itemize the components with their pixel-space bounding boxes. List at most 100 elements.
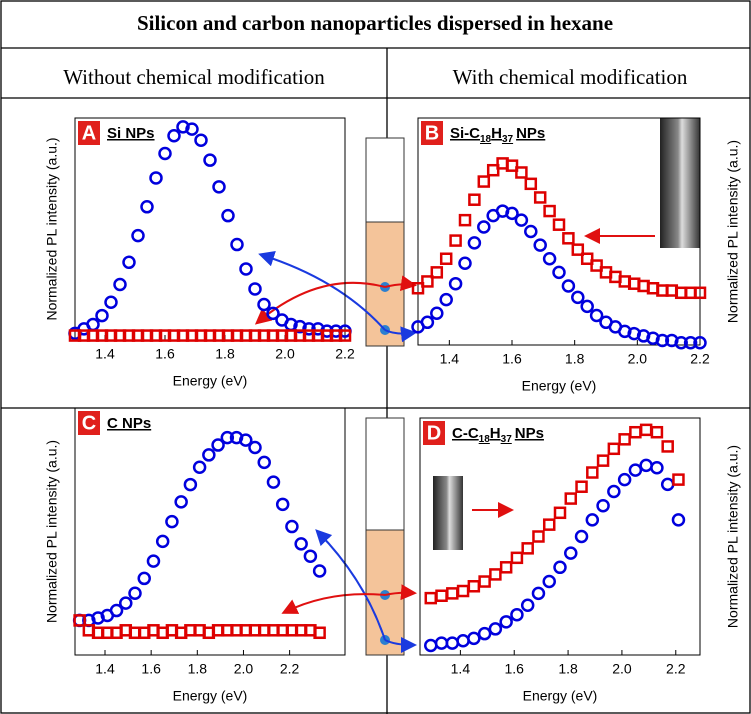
- circle-point: [212, 180, 226, 194]
- square-point: [650, 425, 664, 439]
- circle-point: [194, 133, 208, 147]
- panel-badge: [78, 121, 100, 145]
- square-point: [533, 191, 547, 204]
- circle-point: [104, 295, 118, 310]
- circle-point: [683, 335, 698, 350]
- circle-point: [542, 574, 556, 589]
- circle-point: [239, 262, 253, 276]
- circle-point: [211, 438, 225, 452]
- panel-letter: B: [425, 122, 439, 144]
- panel-letter: A: [82, 122, 96, 144]
- circle-point: [488, 622, 503, 636]
- y-axis-label: Normalized PL intensity (a.u.): [44, 137, 60, 320]
- circle-point: [140, 200, 154, 214]
- x-tick-label: 1.8: [565, 351, 585, 367]
- square-point: [489, 568, 502, 581]
- circle-point: [128, 586, 142, 600]
- circle-point: [176, 120, 190, 134]
- circle-point: [202, 448, 216, 462]
- circle-point: [155, 534, 170, 549]
- circle-point: [165, 514, 179, 529]
- square-point: [449, 234, 462, 247]
- x-tick-label: 2.2: [280, 661, 300, 677]
- circle-point: [221, 208, 235, 223]
- x-tick-label: 1.6: [504, 661, 524, 677]
- y-axis-label: Normalized PL intensity (a.u.): [44, 440, 60, 623]
- circle-point: [553, 560, 567, 575]
- x-tick-label: 1.6: [155, 346, 175, 362]
- circle-point: [185, 122, 199, 136]
- circle-point: [113, 277, 127, 292]
- circle-point: [505, 206, 519, 221]
- circle-point: [617, 472, 632, 487]
- panel-label-part: NPs: [516, 125, 545, 142]
- circle-point: [448, 276, 463, 291]
- panel-label-part: 18: [480, 134, 492, 145]
- circle-point: [585, 513, 600, 527]
- circle-point: [312, 564, 327, 578]
- circle-point: [174, 495, 188, 509]
- circle-point: [477, 626, 492, 641]
- circle-point: [122, 255, 136, 270]
- panel-label-part: C-C: [452, 425, 479, 442]
- circle-point: [131, 228, 145, 243]
- circle-point: [220, 430, 235, 445]
- figure-title: Silicon and carbon nanoparticles dispers…: [137, 11, 613, 35]
- square-point: [521, 542, 534, 555]
- x-axis-label: Energy (eV): [173, 688, 248, 704]
- circle-point: [467, 631, 481, 646]
- x-tick-label: 2.2: [666, 661, 686, 677]
- circle-point: [266, 306, 280, 321]
- circle-point: [561, 279, 576, 293]
- square-point: [552, 218, 566, 231]
- circle-point: [424, 638, 438, 653]
- circle-point: [266, 475, 281, 489]
- circle-point: [239, 433, 253, 447]
- circle-point: [137, 571, 151, 586]
- x-tick-label: 1.8: [215, 346, 235, 362]
- x-tick-label: 1.8: [558, 661, 578, 677]
- square-point: [575, 480, 588, 493]
- circle-point: [167, 129, 181, 143]
- square-point: [542, 518, 556, 531]
- square-point: [446, 587, 459, 600]
- square-point: [468, 193, 481, 206]
- panel-label-part: Si NPs: [107, 125, 155, 142]
- circle-point: [674, 335, 688, 350]
- panel-letter: D: [427, 422, 441, 444]
- circle-point: [514, 213, 529, 227]
- circle-point: [192, 460, 207, 475]
- square-point: [505, 159, 519, 172]
- x-tick-label: 1.8: [188, 661, 208, 677]
- x-tick-label: 2.0: [628, 351, 648, 367]
- panel-label-part: H: [490, 425, 501, 442]
- square-point: [532, 530, 545, 543]
- inset-photo: [433, 476, 463, 550]
- panel-label-part: NPs: [515, 425, 544, 442]
- cuvette: [365, 137, 405, 656]
- circle-point: [571, 290, 585, 305]
- circle-point: [520, 598, 535, 612]
- panel-label: C-C18H37 NPs: [452, 425, 544, 445]
- square-point: [435, 589, 448, 602]
- panel-label: Si-C18H37 NPs: [450, 125, 545, 145]
- x-tick-label: 1.6: [141, 661, 161, 677]
- circle-point: [564, 546, 578, 560]
- x-tick-label: 2.2: [690, 351, 710, 367]
- circle-point: [477, 220, 491, 234]
- x-tick-label: 1.4: [440, 351, 460, 367]
- panel-label-part: H: [491, 125, 502, 142]
- circle-point: [257, 297, 271, 312]
- x-tick-label: 1.6: [502, 351, 522, 367]
- x-tick-label: 2.0: [612, 661, 632, 677]
- circle-point: [596, 498, 610, 513]
- circle-point: [158, 146, 172, 161]
- x-tick-label: 1.4: [451, 661, 471, 677]
- circle-point: [293, 319, 307, 334]
- square-point: [458, 213, 472, 227]
- square-point: [607, 442, 621, 456]
- plot-frame: [419, 417, 701, 656]
- square-point: [430, 266, 444, 279]
- circle-point: [639, 458, 653, 473]
- x-axis-label: Energy (eV): [522, 378, 597, 394]
